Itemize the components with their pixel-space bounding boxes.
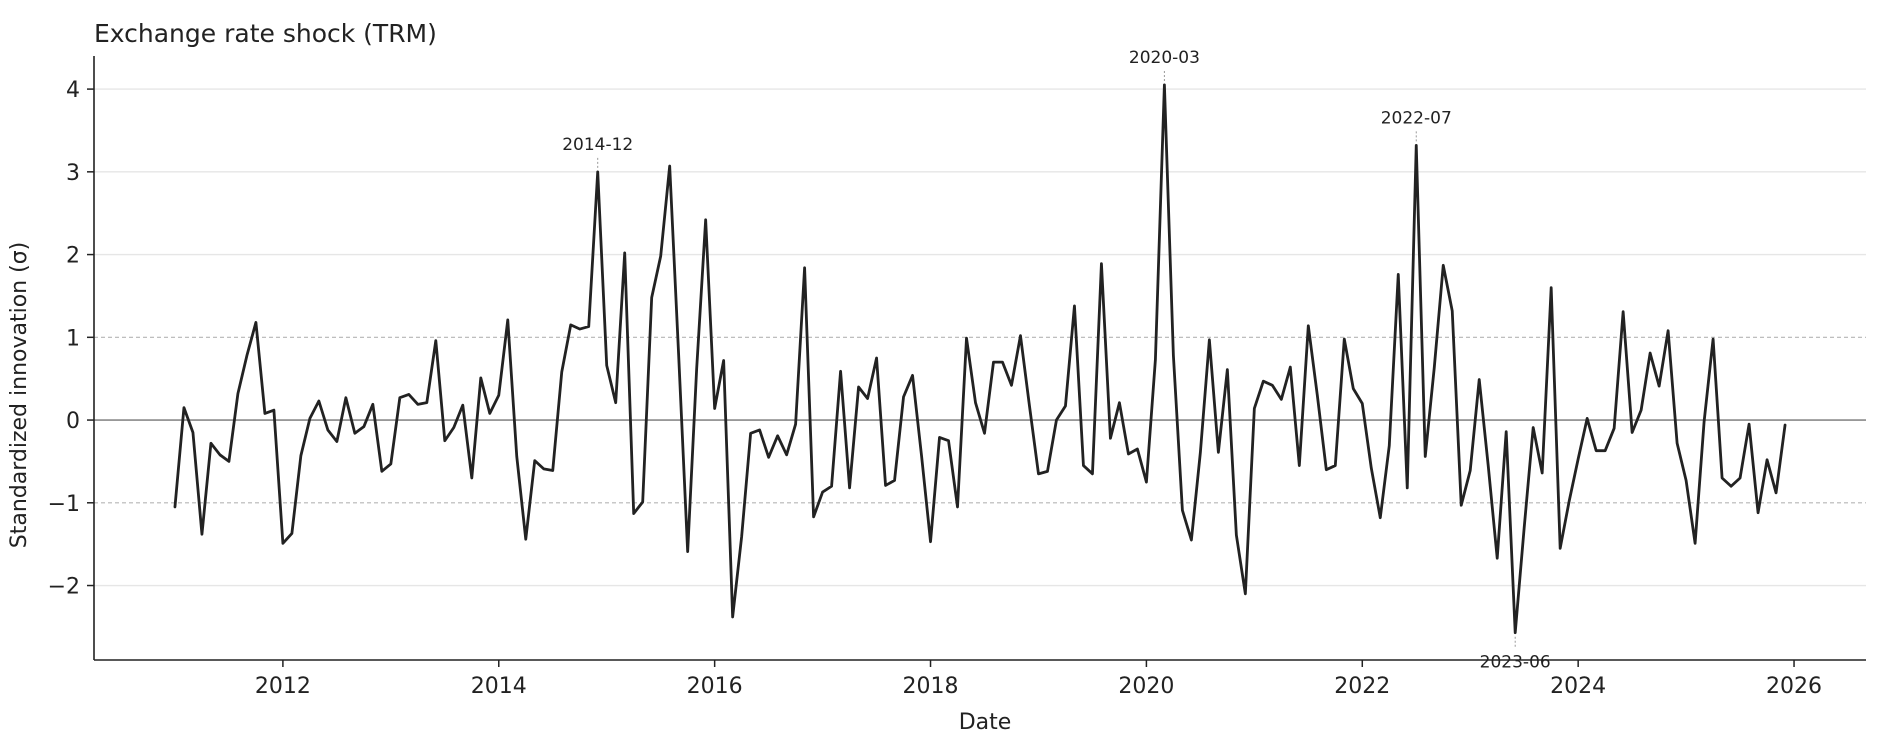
- series-layer: [173, 83, 1787, 635]
- annotation-label: 2022-07: [1381, 108, 1452, 128]
- y-tick-label: 4: [66, 78, 80, 103]
- y-tick-label: 3: [66, 161, 80, 186]
- annotations: 2014-12 2020-03 2022-07 2023-06: [562, 48, 1551, 673]
- x-tick-label: 2012: [255, 674, 311, 699]
- annotation-label: 2023-06: [1480, 653, 1551, 673]
- annotation-label: 2014-12: [562, 135, 633, 155]
- y-axis-label: Standardized innovation (σ): [7, 242, 32, 548]
- x-tick-label: 2022: [1334, 674, 1390, 699]
- y-tick-label: −1: [48, 492, 80, 517]
- x-axis-label: Date: [959, 710, 1012, 735]
- x-tick-label: 2024: [1550, 674, 1606, 699]
- chart-title: Exchange rate shock (TRM): [94, 19, 437, 48]
- x-tick-label: 2020: [1118, 674, 1174, 699]
- y-tick-label: 2: [66, 244, 80, 269]
- y-tick-label: 0: [66, 409, 80, 434]
- annotation-label: 2020-03: [1129, 48, 1200, 68]
- x-tick-label: 2026: [1766, 674, 1822, 699]
- x-tick-label: 2016: [687, 674, 743, 699]
- grid-lines: [94, 88, 1866, 587]
- x-tick-label: 2014: [471, 674, 527, 699]
- x-tick-label: 2018: [903, 674, 959, 699]
- series-line-0: [173, 83, 1787, 635]
- y-tick-label: −2: [48, 575, 80, 600]
- y-tick-label: 1: [66, 326, 80, 351]
